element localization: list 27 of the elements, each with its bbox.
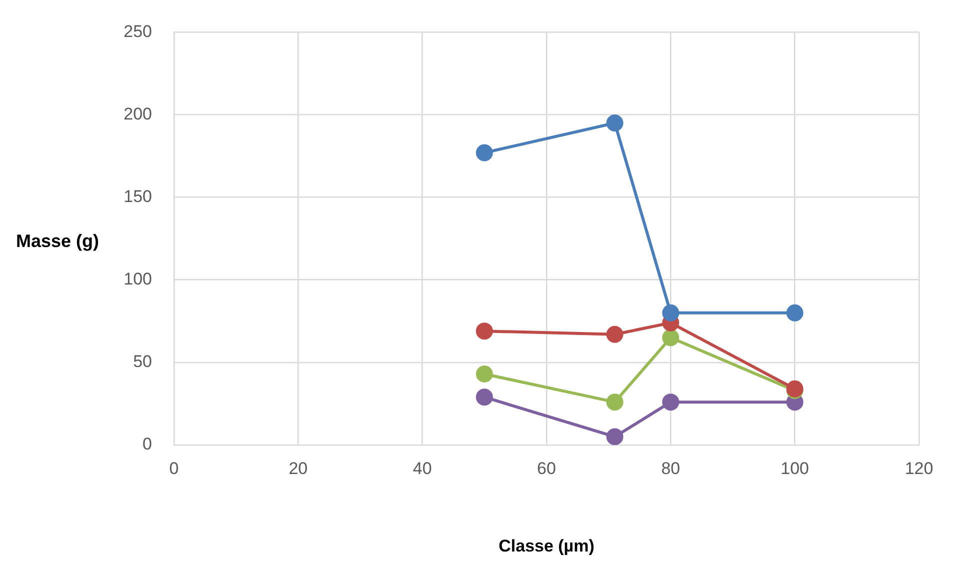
point xyxy=(606,428,624,445)
point xyxy=(662,304,680,322)
point xyxy=(476,144,493,162)
y-tick-label: 100 xyxy=(124,270,152,289)
x-tick-label: 60 xyxy=(537,458,556,478)
x-tick-label: 20 xyxy=(288,458,308,478)
point xyxy=(606,114,624,132)
point xyxy=(476,366,493,382)
y-tick-label: 250 xyxy=(124,22,152,41)
point xyxy=(662,329,680,346)
point xyxy=(662,394,680,411)
x-tick-label: 80 xyxy=(661,458,680,478)
y-tick-label: 0 xyxy=(142,434,152,454)
point xyxy=(606,326,624,343)
x-tick-label: 0 xyxy=(169,458,179,478)
x-tick-label: 40 xyxy=(412,458,432,478)
x-axis-title: Classe (µm) xyxy=(498,536,594,556)
y-tick-label: 50 xyxy=(133,352,152,372)
point xyxy=(476,322,493,340)
x-tick-label: 100 xyxy=(780,458,810,478)
x-tick-label: 120 xyxy=(904,458,934,478)
y-tick-label: 200 xyxy=(124,104,152,124)
point xyxy=(786,304,804,322)
point xyxy=(476,388,493,406)
point xyxy=(606,394,624,411)
y-tick-label: 150 xyxy=(124,187,152,206)
y-axis-title: Masse (g) xyxy=(16,231,100,252)
